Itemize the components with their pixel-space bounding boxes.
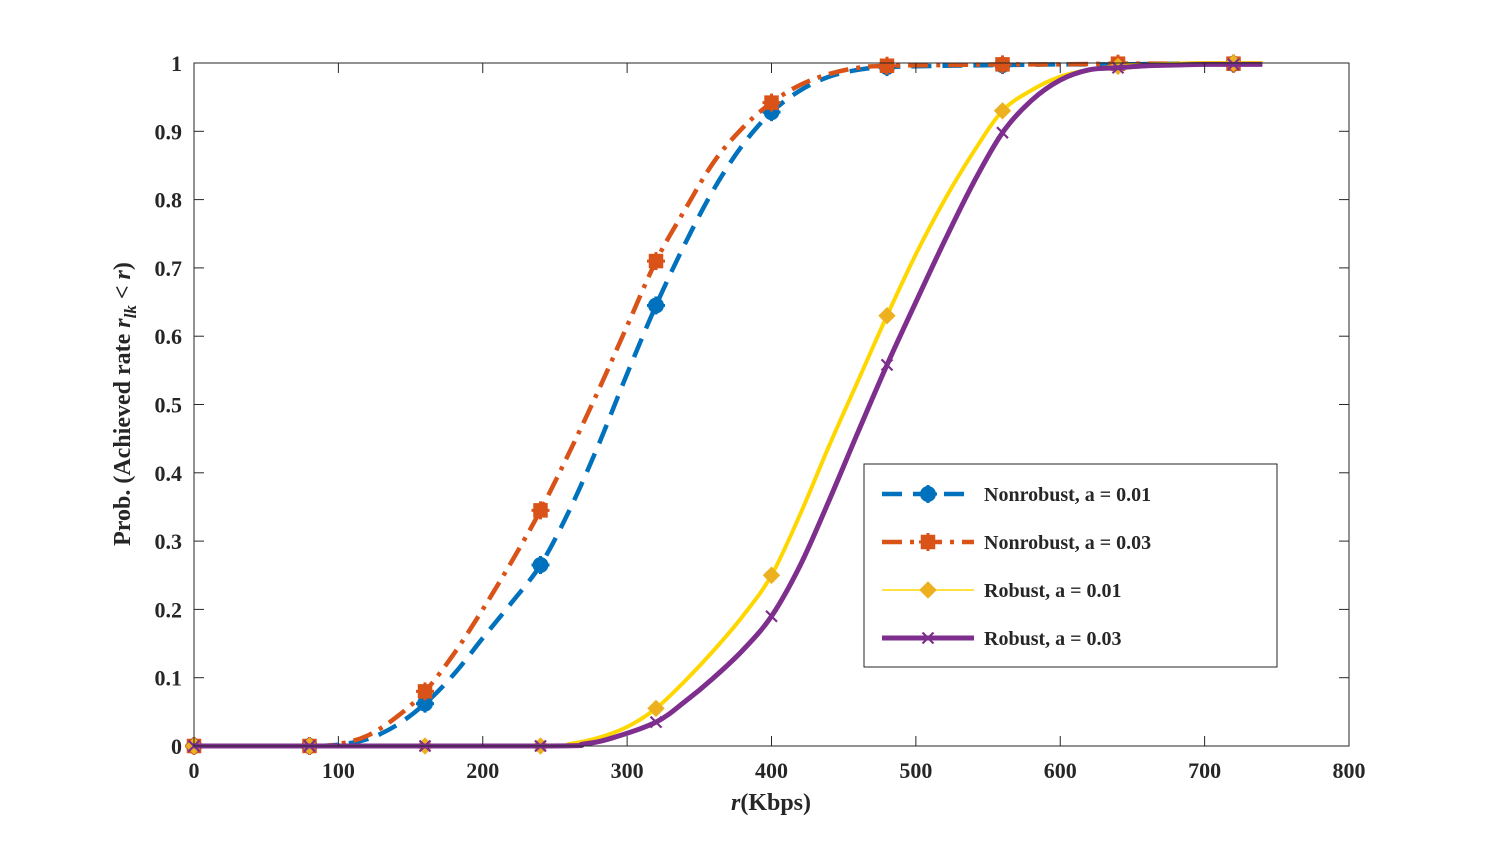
x-axis-title-variable: r bbox=[731, 790, 741, 816]
y-tick-label-2: 0.2 bbox=[155, 597, 183, 622]
legend-label-nonrobust-001: Nonrobust, a = 0.01 bbox=[984, 484, 1151, 506]
data-point-nonrobust-a-0-03-6 bbox=[878, 56, 896, 75]
data-point-robust-a-0-03-9 bbox=[1227, 58, 1240, 71]
y-axis-title-suffix: ) bbox=[110, 262, 136, 270]
y-axis-title: Prob. (Achieved rate rlk < r) bbox=[110, 262, 140, 546]
y-tick-label-9: 0.9 bbox=[155, 119, 183, 144]
x-tick-label-5: 500 bbox=[899, 758, 932, 783]
y-tick-label-7: 0.7 bbox=[155, 256, 183, 281]
y-tick-label-5: 0.5 bbox=[155, 393, 183, 418]
data-point-robust-a-0-03-7 bbox=[996, 126, 1009, 139]
legend-marker-robust-a-0-03 bbox=[921, 631, 935, 645]
data-point-nonrobust-a-0-03-4 bbox=[647, 252, 665, 271]
y-tick-label-4: 0.4 bbox=[155, 461, 183, 486]
legend-marker-nonrobust-a-0-03 bbox=[919, 533, 937, 551]
data-point-robust-a-0-03-6 bbox=[880, 358, 894, 372]
y-axis-title-subscript: lk bbox=[121, 305, 140, 319]
y-tick-label-6: 0.6 bbox=[155, 324, 183, 349]
x-tick-label-6: 600 bbox=[1044, 758, 1077, 783]
x-axis-title: r(Kbps) bbox=[731, 790, 811, 816]
y-axis-title-variable-2: r bbox=[110, 269, 136, 279]
ticks-layer: 0 100 200 300 400 500 600 700 800 0 0.1 0.2 0.3 0.4 0.… bbox=[155, 51, 1366, 783]
y-tick-label-0: 0 bbox=[171, 734, 182, 759]
x-tick-label-8: 800 bbox=[1333, 758, 1366, 783]
legend-sample-nonrobust-a-0-01 bbox=[882, 485, 974, 503]
data-point-nonrobust-a-0-01-4 bbox=[647, 296, 665, 315]
legend-sample-robust-a-0-03 bbox=[882, 631, 974, 645]
x-tick-label-7: 700 bbox=[1188, 758, 1221, 783]
data-point-robust-a-0-01-7 bbox=[993, 102, 1012, 120]
legend-sample-robust-a-0-01 bbox=[882, 581, 974, 599]
y-tick-label-8: 0.8 bbox=[155, 188, 183, 213]
legend-label-nonrobust-003: Nonrobust, a = 0.03 bbox=[984, 532, 1151, 554]
data-point-nonrobust-a-0-03-2 bbox=[416, 682, 434, 701]
y-axis-title-relation: < bbox=[110, 279, 136, 305]
data-point-nonrobust-a-0-03-7 bbox=[993, 55, 1012, 74]
legend-sample-nonrobust-a-0-03 bbox=[882, 533, 974, 551]
legend-marker-robust-a-0-01 bbox=[919, 581, 937, 599]
x-tick-label-0: 0 bbox=[189, 758, 200, 783]
data-point-nonrobust-a-0-03-3 bbox=[531, 501, 550, 520]
y-axis-title-prefix: Prob. (Achieved rate bbox=[110, 328, 136, 546]
legend: Nonrobust, a = 0.01 Nonrobust, a = 0.03 … bbox=[863, 463, 1278, 668]
legend-samples bbox=[882, 485, 974, 645]
data-point-robust-a-0-03-4 bbox=[649, 715, 663, 729]
legend-marker-nonrobust-a-0-01 bbox=[919, 485, 937, 503]
y-tick-label-3: 0.3 bbox=[155, 529, 183, 554]
series-layer bbox=[185, 54, 1263, 755]
legend-label-robust-003: Robust, a = 0.03 bbox=[984, 628, 1122, 650]
x-tick-label-4: 400 bbox=[755, 758, 788, 783]
y-tick-label-10: 1 bbox=[171, 51, 182, 76]
data-point-nonrobust-a-0-03-5 bbox=[762, 93, 781, 112]
data-point-nonrobust-a-0-01-3 bbox=[531, 556, 550, 575]
data-point-robust-a-0-01-6 bbox=[878, 307, 896, 325]
series-line-nonrobust-a-0-03 bbox=[194, 61, 1263, 749]
legend-label-robust-001: Robust, a = 0.01 bbox=[984, 580, 1122, 602]
x-tick-label-1: 100 bbox=[322, 758, 355, 783]
y-tick-label-1: 0.1 bbox=[155, 666, 183, 691]
y-axis-title-variable: r bbox=[110, 318, 136, 328]
data-point-robust-a-0-03-8 bbox=[1111, 61, 1125, 75]
series-line-robust-a-0-03 bbox=[194, 61, 1263, 749]
x-tick-label-3: 300 bbox=[611, 758, 644, 783]
x-tick-label-2: 200 bbox=[466, 758, 499, 783]
data-point-robust-a-0-03-5 bbox=[765, 609, 778, 623]
data-point-robust-a-0-01-5 bbox=[762, 566, 781, 584]
x-axis-title-unit: (Kbps) bbox=[740, 790, 811, 816]
data-point-robust-a-0-01-4 bbox=[647, 699, 665, 718]
